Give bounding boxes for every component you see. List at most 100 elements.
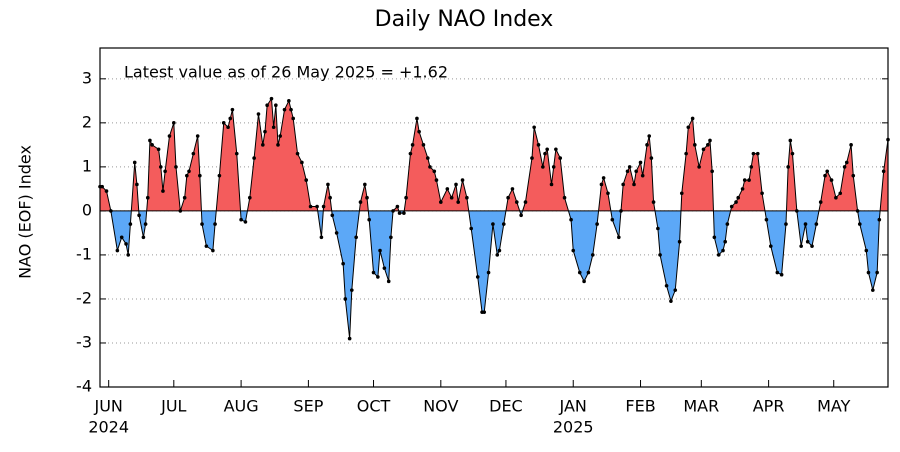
data-point (350, 288, 354, 292)
data-point (445, 187, 450, 191)
data-point (751, 151, 756, 156)
x-tick-label: MAY (817, 397, 851, 416)
x-tick-label: NOV (423, 397, 458, 416)
x-tick-label: APR (753, 397, 785, 416)
data-point (625, 169, 630, 174)
data-point (234, 151, 239, 156)
data-point (276, 143, 280, 147)
y-tick-label: -1 (76, 244, 92, 263)
data-point (454, 182, 458, 187)
positive-area (100, 98, 888, 211)
negative-area (110, 210, 881, 339)
data-point (239, 217, 243, 222)
x-tick-label: JAN (559, 397, 587, 416)
data-point (417, 129, 421, 134)
data-point (143, 222, 148, 226)
data-point (456, 200, 460, 204)
data-point (799, 244, 803, 248)
data-point (558, 156, 563, 160)
data-point (864, 248, 869, 253)
data-point (256, 112, 261, 116)
data-point (742, 178, 747, 182)
data-point (541, 165, 545, 169)
data-point (289, 107, 293, 112)
x-tick-label: MAR (683, 397, 719, 416)
data-point (230, 107, 235, 112)
data-point (432, 169, 437, 174)
data-point (569, 217, 573, 222)
data-point (319, 235, 324, 240)
data-point (347, 336, 352, 341)
data-point (200, 222, 204, 226)
data-point (838, 191, 843, 196)
data-point (195, 134, 200, 138)
data-point (382, 266, 387, 270)
data-point (328, 195, 332, 200)
data-point (645, 143, 649, 147)
x-tick-label: FEB (625, 397, 655, 416)
data-point (708, 138, 712, 143)
data-point (749, 165, 754, 169)
data-point (627, 165, 632, 169)
data-point (721, 248, 725, 253)
x-tick-label: DEC (489, 397, 523, 416)
data-point (386, 279, 391, 284)
data-point (842, 165, 847, 169)
data-point (497, 248, 502, 253)
data-point (226, 125, 230, 130)
data-point (371, 270, 376, 275)
data-point (274, 103, 278, 108)
data-point (716, 253, 721, 257)
data-point (243, 220, 248, 224)
data-point (358, 200, 363, 204)
data-point (428, 165, 432, 169)
data-point (109, 209, 113, 213)
data-point (590, 253, 595, 257)
data-point (656, 226, 660, 231)
data-point (519, 213, 523, 218)
data-point (686, 125, 691, 130)
data-point (866, 270, 871, 275)
data-point (610, 217, 615, 222)
data-point (554, 147, 558, 152)
data-point (321, 204, 326, 209)
data-point (855, 209, 860, 213)
data-point (404, 195, 408, 200)
data-point (795, 209, 799, 213)
data-point (167, 134, 172, 138)
data-point (545, 147, 549, 152)
data-point (278, 134, 282, 138)
data-point (486, 270, 491, 275)
data-point (543, 151, 547, 156)
data-point (469, 226, 474, 231)
data-point (415, 116, 419, 121)
data-point (421, 143, 426, 147)
x-tick-label: JUN (93, 397, 122, 416)
data-point (449, 195, 454, 200)
data-point (217, 173, 222, 178)
data-point (706, 143, 710, 147)
data-point (397, 211, 402, 215)
y-tick-label: -2 (76, 288, 92, 307)
data-point (247, 195, 252, 200)
data-point (132, 160, 137, 165)
data-point (315, 204, 319, 209)
data-point (182, 195, 187, 200)
data-point (755, 151, 760, 156)
data-point (571, 248, 576, 253)
data-point (514, 200, 519, 204)
data-point (875, 270, 879, 275)
data-point (304, 178, 309, 182)
data-point (308, 204, 313, 209)
data-point (158, 165, 163, 169)
data-point (271, 125, 276, 130)
data-point (818, 200, 823, 204)
data-point (651, 200, 656, 204)
data-point (849, 143, 853, 147)
x-tick-label: SEP (293, 397, 323, 416)
y-tick-label: -3 (76, 332, 92, 351)
data-point (354, 235, 358, 240)
data-point (823, 173, 827, 178)
data-point (330, 213, 335, 218)
